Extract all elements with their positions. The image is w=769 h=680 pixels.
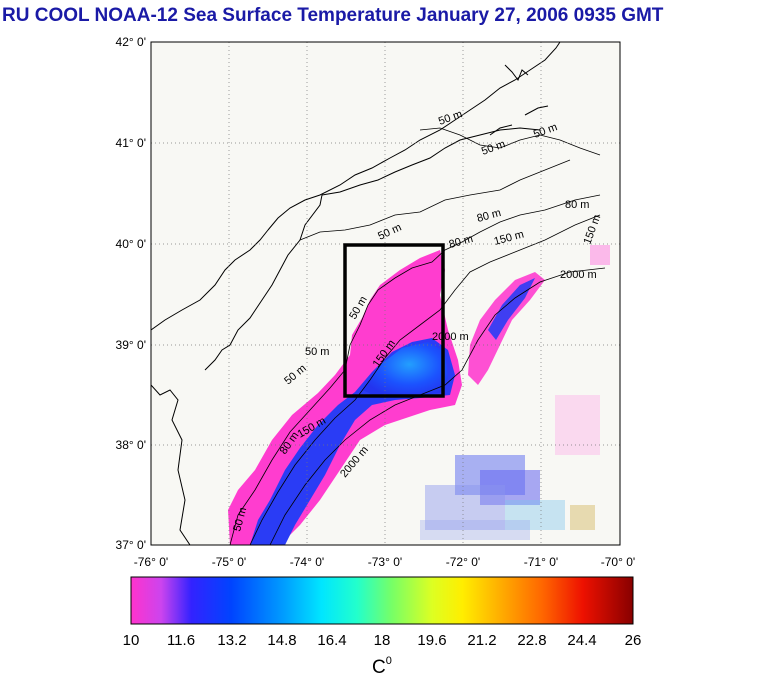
study-area-box [343,243,445,398]
island-detail [489,64,549,136]
colorbar-tick-label: 18 [374,632,391,649]
bathymetry-contours [229,127,606,545]
unit-superscript: 0 [386,655,392,667]
colorbar-unit: C0 [372,655,392,678]
colorbar-tick-label: 13.2 [217,632,246,649]
lon-tick-label: -76° 0' [134,555,168,569]
lat-tick-label: 37° 0' [116,538,146,552]
lon-tick-label: -74° 0' [290,555,324,569]
contour-label: 2000 m [560,269,597,281]
lon-tick-label: -71° 0' [524,555,558,569]
longitude-axis: -76° 0' -75° 0' -74° 0' -73° 0' -72° 0' … [134,555,635,569]
lat-tick-label: 40° 0' [116,237,146,251]
lat-tick-label: 42° 0' [116,35,146,49]
colorbar-ticks: 10 11.6 13.2 14.8 16.4 18 19.6 21.2 22.8… [123,632,642,649]
lat-tick-label: 39° 0' [116,338,146,352]
lon-tick-label: -70° 0' [601,555,635,569]
lon-tick-label: -75° 0' [212,555,246,569]
offshore-filament-core [488,278,535,340]
colorbar-tick-label: 19.6 [417,632,446,649]
contour-label: 80 m [565,199,589,211]
colorbar-tick-label: 21.2 [467,632,496,649]
coastline [151,42,561,545]
colorbar-tick-label: 22.8 [517,632,546,649]
lat-tick-label: 41° 0' [116,136,146,150]
colorbar-tick-label: 14.8 [267,632,296,649]
lon-tick-label: -73° 0' [368,555,402,569]
colorbar-tick-label: 16.4 [317,632,346,649]
colorbar-tick-label: 11.6 [167,632,195,649]
contour-label: 50 m [305,346,329,358]
lat-tick-label: 38° 0' [116,438,146,452]
colorbar-tick-label: 26 [625,632,642,649]
unit-letter: C [372,657,386,678]
map-title: RU COOL NOAA-12 Sea Surface Temperature … [2,5,664,26]
offshore-filament [468,272,545,385]
cold-core [362,342,448,398]
latitude-axis: 42° 0' 41° 0' 40° 0' 39° 0' 38° 0' 37° 0… [116,35,146,552]
contour-label: 2000 m [432,331,469,343]
colorbar [130,576,634,625]
colorbar-tick-label: 24.4 [567,632,596,649]
colorbar-tick-label: 10 [123,632,140,649]
offshore-speckle [420,245,610,540]
lon-tick-label: -72° 0' [446,555,480,569]
plot-frame [150,41,621,546]
